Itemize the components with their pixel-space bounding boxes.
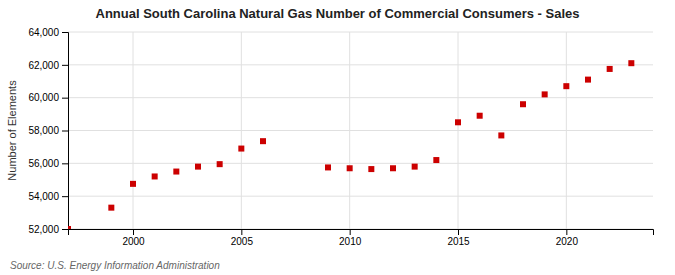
y-axis-tick: 64,000	[28, 27, 68, 38]
y-axis-tick: 58,000	[28, 125, 68, 136]
plot: 2000 2005 2010 2015 2020 52,000 54,000 56,000 58…	[28, 27, 653, 247]
point	[455, 119, 461, 125]
point	[195, 164, 201, 170]
y-axis-tick-mark	[62, 229, 68, 230]
y-axis-tick-mark	[62, 98, 68, 99]
y-axis-tick-label: 60,000	[28, 92, 59, 103]
y-axis-title: Number of Elements	[6, 80, 18, 181]
x-axis-tick: 2015	[447, 229, 470, 247]
x-axis: 2000 2005 2010 2015 2020	[69, 229, 654, 247]
chart: 2000 2005 2010 2015 2020 52,000 54,000 56,000 58…	[0, 0, 675, 275]
point	[433, 157, 439, 163]
x-axis-tick: 2005	[231, 229, 254, 247]
point	[260, 138, 266, 144]
y-axis-tick-mark	[62, 65, 68, 66]
point	[325, 164, 331, 170]
x-axis-tick: 2010	[339, 229, 362, 247]
point	[217, 161, 223, 167]
y-axis-tick: 56,000	[28, 158, 68, 169]
y-axis-tick: 60,000	[28, 92, 68, 103]
point	[585, 77, 591, 83]
x-axis-tick-mark	[566, 229, 567, 235]
y-axis-tick-mark	[62, 131, 68, 132]
x-axis-tick-label: 2005	[231, 236, 254, 247]
y-axis-tick-mark	[62, 163, 68, 164]
point	[542, 91, 548, 97]
x-axis-tick-mark	[133, 229, 134, 235]
points	[68, 60, 634, 229]
x-axis-tick-mark	[350, 229, 351, 235]
point	[412, 164, 418, 170]
y-axis-tick-label: 64,000	[28, 27, 59, 38]
y-axis-tick: 62,000	[28, 60, 68, 71]
y-axis: 52,000 54,000 56,000 58,000 60,000 62,000 64,0…	[28, 27, 68, 235]
point	[607, 66, 613, 72]
x-axis-line	[69, 230, 654, 236]
point	[130, 181, 136, 187]
x-axis-tick: 2020	[556, 229, 579, 247]
grid-line-y	[68, 163, 653, 164]
y-axis-tick-mark	[62, 196, 68, 197]
y-axis-tick: 52,000	[28, 224, 68, 235]
point	[563, 83, 569, 89]
point	[173, 169, 179, 175]
point	[108, 205, 114, 211]
point	[498, 132, 504, 138]
point	[238, 146, 244, 152]
grid-line-y	[68, 97, 653, 98]
grid-line-y	[68, 32, 653, 33]
point	[68, 226, 71, 229]
y-axis-tick-label: 56,000	[28, 158, 59, 169]
point	[477, 113, 483, 119]
y-axis-line	[62, 33, 69, 230]
x-axis-tick-label: 2010	[339, 236, 362, 247]
point	[347, 165, 353, 171]
point	[152, 173, 158, 179]
x-axis-tick-label: 2020	[556, 236, 579, 247]
x-axis-tick-mark	[458, 229, 459, 235]
grid-line-y	[68, 130, 653, 131]
grid-line-y	[68, 196, 653, 197]
point	[368, 166, 374, 172]
title: Annual South Carolina Natural Gas Number…	[96, 6, 580, 21]
y-axis-tick-label: 58,000	[28, 125, 59, 136]
grid	[68, 32, 653, 229]
y-axis-tick-label: 62,000	[28, 60, 59, 71]
grid-line-y	[68, 64, 653, 65]
y-axis-tick-mark	[62, 32, 68, 33]
y-axis-tick: 54,000	[28, 191, 68, 202]
annotation: Source: U.S. Energy Information Administ…	[10, 260, 220, 271]
point	[520, 101, 526, 107]
x-axis-tick: 2000	[122, 229, 145, 247]
y-axis-tick-label: 54,000	[28, 191, 59, 202]
x-axis-tick-label: 2015	[447, 236, 470, 247]
point	[390, 165, 396, 171]
y-axis-tick-label: 52,000	[28, 224, 59, 235]
x-axis-tick-mark	[241, 229, 242, 235]
x-axis-tick-label: 2000	[122, 236, 145, 247]
point	[628, 60, 634, 66]
